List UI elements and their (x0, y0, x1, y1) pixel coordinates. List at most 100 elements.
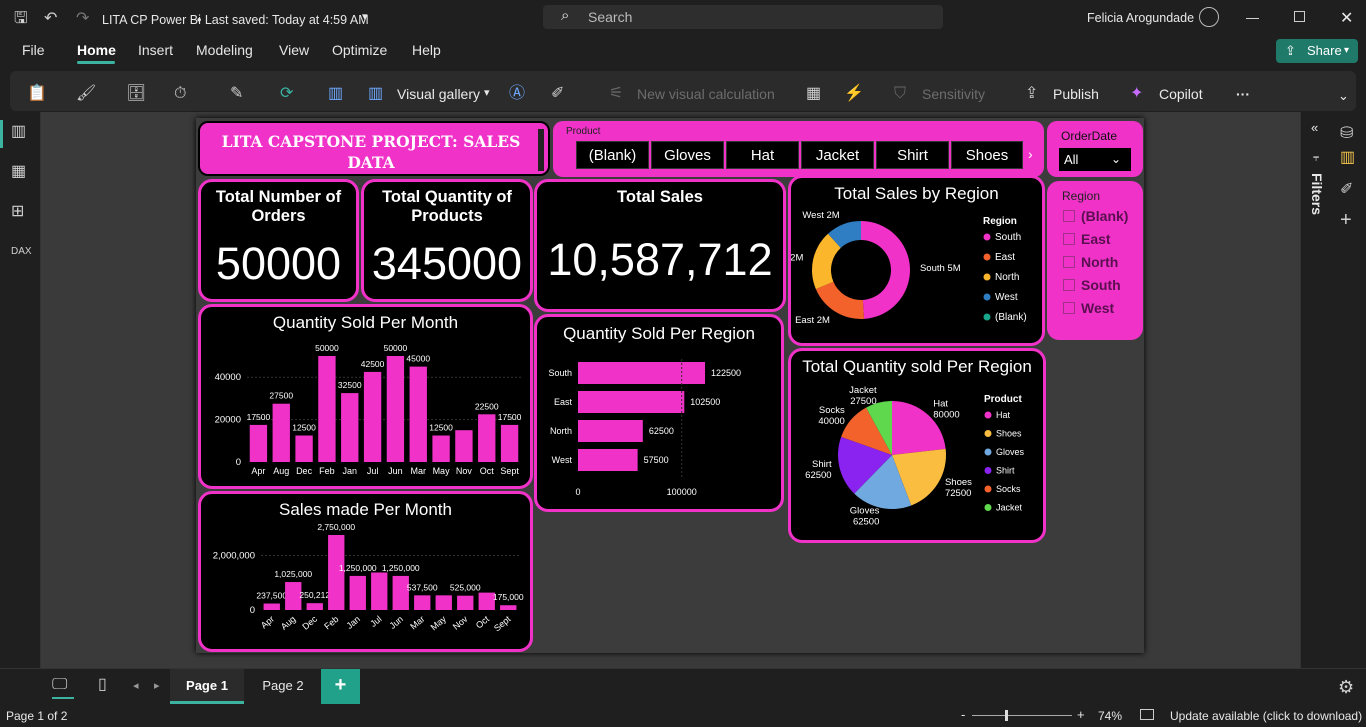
tab-help[interactable]: Help (412, 42, 441, 58)
tab-optimize[interactable]: Optimize (332, 42, 388, 58)
format-painter-icon[interactable]: 🖌 (76, 85, 97, 102)
fit-page-icon[interactable] (1140, 709, 1154, 720)
legend-marker (983, 253, 991, 261)
share-button[interactable]: ⇪ Share ▾ (1276, 39, 1358, 63)
get-data-icon[interactable]: 🗄 (126, 85, 147, 102)
model-view-icon[interactable]: ⊞ (11, 203, 25, 220)
format-pane-icon[interactable]: ▥ (1340, 149, 1356, 166)
save-icon[interactable]: 🖫 (14, 10, 28, 27)
chevron-down-icon[interactable]: ▾ (484, 87, 490, 99)
page-tab-2[interactable]: Page 2 (262, 678, 304, 693)
visual-gallery-button[interactable]: Visual gallery (397, 86, 481, 102)
kpi-title: Total Quantity of Products (382, 188, 512, 225)
maximize-icon[interactable] (1294, 11, 1305, 22)
settings-icon[interactable]: ⚙ (1338, 677, 1355, 697)
tab-file[interactable]: File (22, 42, 45, 58)
tab-home[interactable]: Home (77, 42, 116, 58)
quick-measure-icon[interactable]: ⚡ (844, 85, 864, 102)
calculator-icon[interactable]: ▦ (806, 85, 822, 102)
chart-card-sales-region[interactable]: Total Sales by Region South 5M East 2M Nor… (788, 175, 1045, 346)
redo-icon[interactable]: ↷ (76, 10, 90, 27)
filters-pane[interactable]: « ⫧ Filters (1300, 112, 1330, 668)
mobile-layout-icon[interactable]: ▯ (98, 676, 107, 693)
bar (578, 391, 685, 413)
zoom-slider-track[interactable] (972, 715, 1072, 716)
page-tab-1[interactable]: Page 1 (170, 669, 244, 704)
data-pane-icon[interactable]: ⛁ (1340, 125, 1354, 142)
refresh-icon[interactable]: ⟳ (280, 85, 294, 102)
kpi-card-quantity[interactable]: Total Quantity of Products 345000 (361, 179, 533, 302)
checkbox[interactable] (1063, 233, 1075, 245)
chart-card-qty-month[interactable]: Quantity Sold Per Month 0 20000 40000 17500… (198, 304, 533, 489)
tab-view[interactable]: View (279, 42, 310, 58)
chart-card-qty-product[interactable]: Total Quantity sold Per Region Hat 80000 S… (788, 348, 1046, 543)
zoom-level[interactable]: 74% (1098, 709, 1123, 723)
close-icon[interactable]: ✕ (1340, 10, 1354, 27)
desktop-layout-icon[interactable]: 🖵 (52, 676, 68, 693)
region-option-blank[interactable]: (Blank) (1063, 208, 1128, 224)
table-view-icon[interactable]: ▦ (11, 163, 27, 180)
paste-icon[interactable]: 📋 (27, 85, 47, 102)
zoom-out-button[interactable]: - (961, 707, 966, 722)
kpi-card-orders[interactable]: Total Number of Orders 50000 (198, 179, 359, 302)
more-visuals-icon[interactable]: ✐ (551, 85, 565, 102)
filter-icon: ⫧ (1313, 152, 1320, 164)
tab-insert[interactable]: Insert (138, 42, 174, 58)
region-option-east[interactable]: East (1063, 231, 1111, 247)
data-label: 1,250,000 (339, 563, 377, 573)
new-visual-calc-button: New visual calculation (637, 86, 775, 102)
region-option-south[interactable]: South (1063, 277, 1121, 293)
visual-gallery-icon[interactable]: ▥ (368, 85, 384, 102)
avatar[interactable] (1199, 7, 1219, 27)
zoom-in-button[interactable]: + (1077, 707, 1085, 722)
update-notice[interactable]: Update available (click to download) (1170, 709, 1363, 723)
undo-icon[interactable]: ↶ (44, 10, 58, 27)
region-option-north[interactable]: North (1063, 254, 1118, 270)
visualizations-icon[interactable]: ✐ (1340, 181, 1354, 198)
minimize-icon[interactable]: — (1246, 10, 1259, 25)
dax-query-icon[interactable]: DAX (11, 246, 32, 257)
data-label: 50000 (315, 343, 339, 353)
search-box[interactable]: ⌕ Search (543, 5, 943, 29)
copilot-button[interactable]: Copilot (1159, 86, 1203, 102)
collapse-ribbon-icon[interactable]: ⌄ (1338, 88, 1349, 103)
x-tick-label: Apr (259, 614, 276, 631)
checkbox[interactable] (1063, 279, 1075, 291)
tab-modeling[interactable]: Modeling (196, 42, 253, 58)
prev-page-icon[interactable]: ◂ (133, 680, 139, 692)
x-tick-label: Jul (368, 614, 383, 629)
chevron-right-icon[interactable]: › (1028, 146, 1033, 162)
kpi-card-sales[interactable]: Total Sales 10,587,712 (534, 179, 786, 312)
bar (392, 575, 409, 610)
region-option-west[interactable]: West (1063, 300, 1114, 316)
publish-icon[interactable]: ⇪ (1025, 85, 1039, 102)
chevron-down-icon[interactable]: ▾ (362, 11, 368, 23)
checkbox[interactable] (1063, 302, 1075, 314)
chart-card-qty-region[interactable]: Quantity Sold Per Region South 122500 East… (534, 314, 784, 512)
refresh-schedule-icon[interactable]: ⏱ (174, 85, 187, 102)
chevron-left-icon[interactable]: « (1311, 120, 1319, 135)
product-chip-jacket[interactable]: Jacket (801, 141, 874, 169)
next-page-icon[interactable]: ▸ (154, 680, 160, 692)
product-chip-shoes[interactable]: Shoes (951, 141, 1023, 169)
zoom-slider-thumb[interactable] (1005, 710, 1008, 721)
product-chip-gloves[interactable]: Gloves (651, 141, 724, 169)
copilot-icon[interactable]: ✦ (1130, 85, 1144, 102)
checkbox[interactable] (1063, 256, 1075, 268)
chart-card-sales-month[interactable]: Sales made Per Month 0 2,000,000 237,500 Ap… (198, 491, 533, 652)
product-chip-hat[interactable]: Hat (726, 141, 799, 169)
text-box-icon[interactable]: Ⓐ (509, 85, 526, 102)
orderdate-dropdown[interactable]: All ⌄ (1059, 148, 1131, 171)
add-page-button[interactable]: + (321, 669, 360, 704)
checkbox[interactable] (1063, 210, 1075, 222)
add-pane-icon[interactable]: + (1340, 209, 1352, 231)
x-tick-label: Aug (273, 466, 289, 476)
product-chip-blank[interactable]: (Blank) (576, 141, 649, 169)
publish-button[interactable]: Publish (1053, 86, 1099, 102)
title-scrollbar[interactable] (538, 129, 544, 171)
transform-data-icon[interactable]: ✎ (230, 85, 244, 102)
report-view-icon[interactable]: ▥ (11, 123, 27, 140)
product-chip-shirt[interactable]: Shirt (876, 141, 949, 169)
new-visual-icon[interactable]: ▥ (328, 85, 344, 102)
more-options-icon[interactable]: ··· (1236, 86, 1250, 102)
